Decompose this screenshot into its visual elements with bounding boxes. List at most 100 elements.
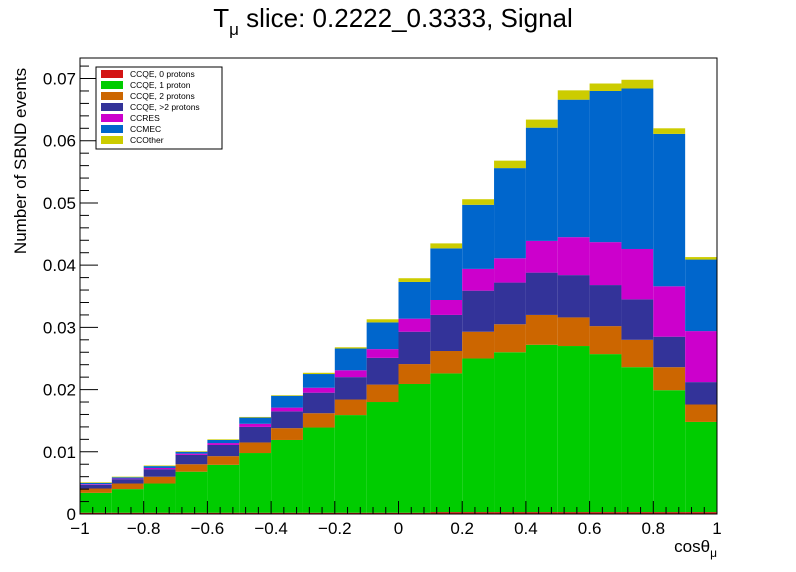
y-tick-labels: 0 0.01 0.02 0.03 0.04 0.05 0.06 0.07 [43, 70, 76, 524]
x-tick-label-4: −0.2 [318, 519, 352, 538]
legend-label-4: CCRES [130, 113, 160, 123]
bar-2-bin-15 [557, 317, 590, 347]
legend-swatch-4 [101, 114, 123, 122]
bar-0-bin-17 [621, 512, 654, 514]
y-tick-label-0: 0 [67, 505, 76, 524]
bar-3-bin-15 [557, 275, 590, 318]
bar-2-bin-4 [207, 456, 240, 465]
bar-4-bin-11 [430, 299, 463, 315]
bar-1-bin-6 [271, 439, 303, 513]
x-tick-label-1: −0.8 [127, 519, 161, 538]
bar-4-bin-16 [589, 242, 622, 286]
bar-4-bin-1 [111, 478, 144, 480]
bar-6-bin-18 [653, 128, 686, 134]
y-tick-label-1: 0.01 [43, 443, 76, 462]
chart-title-rest: slice: 0.2222_0.3333, Signal [239, 3, 573, 33]
x-tick-label-5: 0 [394, 519, 403, 538]
bar-4-bin-19 [685, 331, 717, 383]
bar-3-bin-7 [302, 392, 335, 414]
bar-1-bin-11 [430, 373, 463, 513]
bar-5-bin-9 [366, 322, 399, 350]
x-axis-title-main: cosθ [674, 537, 710, 556]
bar-3-bin-5 [239, 426, 272, 443]
bar-6-bin-10 [398, 278, 431, 282]
y-tick-label-2: 0.02 [43, 381, 76, 400]
bar-5-bin-15 [557, 99, 590, 238]
bar-1-bin-14 [525, 344, 558, 513]
bar-5-bin-18 [653, 133, 686, 287]
bar-5-bin-12 [462, 204, 495, 269]
y-tick-label-6: 0.06 [43, 132, 76, 151]
bar-2-bin-12 [462, 331, 495, 359]
bar-4-bin-15 [557, 237, 590, 276]
bar-0-bin-8 [334, 512, 367, 514]
stacked-bars [80, 79, 717, 514]
bar-4-bin-8 [334, 370, 367, 378]
bar-5-bin-13 [494, 168, 526, 259]
bar-5-bin-14 [525, 127, 558, 241]
bar-1-bin-10 [398, 383, 431, 513]
bar-4-bin-9 [366, 349, 399, 358]
bar-4-bin-12 [462, 268, 495, 291]
legend-swatch-0 [101, 70, 123, 78]
bar-2-bin-19 [685, 404, 717, 422]
bar-3-bin-13 [494, 282, 526, 325]
y-tick-label-5: 0.05 [43, 194, 76, 213]
bar-4-bin-6 [271, 407, 303, 412]
bar-2-bin-2 [143, 476, 176, 484]
bar-3-bin-9 [366, 357, 399, 385]
bar-1-bin-12 [462, 358, 495, 513]
bar-0-bin-16 [589, 512, 622, 514]
bar-0-bin-1 [111, 512, 144, 514]
bar-6-bin-4 [207, 439, 240, 440]
bar-4-bin-7 [302, 387, 335, 393]
bar-2-bin-0 [80, 488, 112, 493]
x-tick-label-9: 0.8 [641, 519, 665, 538]
bar-6-bin-0 [80, 482, 112, 483]
legend-swatch-3 [101, 103, 123, 111]
bar-3-bin-12 [462, 290, 495, 332]
x-tick-label-8: 0.6 [578, 519, 602, 538]
bar-3-bin-11 [430, 314, 463, 352]
bar-6-bin-11 [430, 243, 463, 249]
x-tick-label-7: 0.4 [514, 519, 538, 538]
legend-swatch-6 [101, 136, 123, 144]
x-tick-labels: −1 −0.8 −0.6 −0.4 −0.2 0 0.2 0.4 0.6 0.8 1 [70, 519, 721, 538]
bar-2-bin-11 [430, 351, 463, 374]
chart-title-main: T [213, 3, 229, 33]
x-tick-label-3: −0.4 [254, 519, 288, 538]
bar-0-bin-11 [430, 512, 463, 514]
bar-6-bin-8 [334, 347, 367, 349]
bar-0-bin-19 [685, 512, 717, 514]
bar-6-bin-19 [685, 257, 717, 260]
bar-6-bin-13 [494, 160, 526, 169]
bar-3-bin-0 [80, 484, 112, 489]
bar-4-bin-5 [239, 423, 272, 427]
bar-5-bin-4 [207, 439, 240, 444]
bar-0-bin-4 [207, 512, 240, 514]
x-axis-title: cosθμ [674, 537, 717, 560]
chart-title-subscript: μ [229, 20, 239, 39]
bar-4-bin-2 [143, 467, 176, 470]
bar-4-bin-3 [175, 453, 208, 455]
bar-3-bin-3 [175, 454, 208, 465]
bar-2-bin-16 [589, 326, 622, 355]
bar-2-bin-6 [271, 428, 303, 440]
legend-label-1: CCQE, 1 proton [130, 80, 191, 90]
legend-label-2: CCQE, 2 protons [130, 91, 195, 101]
bar-6-bin-2 [143, 465, 176, 467]
bar-0-bin-15 [557, 512, 590, 514]
bar-1-bin-19 [685, 421, 717, 513]
bar-0-bin-5 [239, 512, 272, 514]
bar-4-bin-10 [398, 318, 431, 332]
bar-3-bin-17 [621, 299, 654, 340]
bar-1-bin-15 [557, 346, 590, 513]
bar-5-bin-2 [143, 466, 176, 468]
bar-3-bin-19 [685, 382, 717, 405]
legend-label-6: CCOther [130, 135, 164, 145]
bar-2-bin-1 [111, 483, 144, 490]
y-tick-label-3: 0.03 [43, 318, 76, 337]
bar-5-bin-3 [175, 451, 208, 454]
